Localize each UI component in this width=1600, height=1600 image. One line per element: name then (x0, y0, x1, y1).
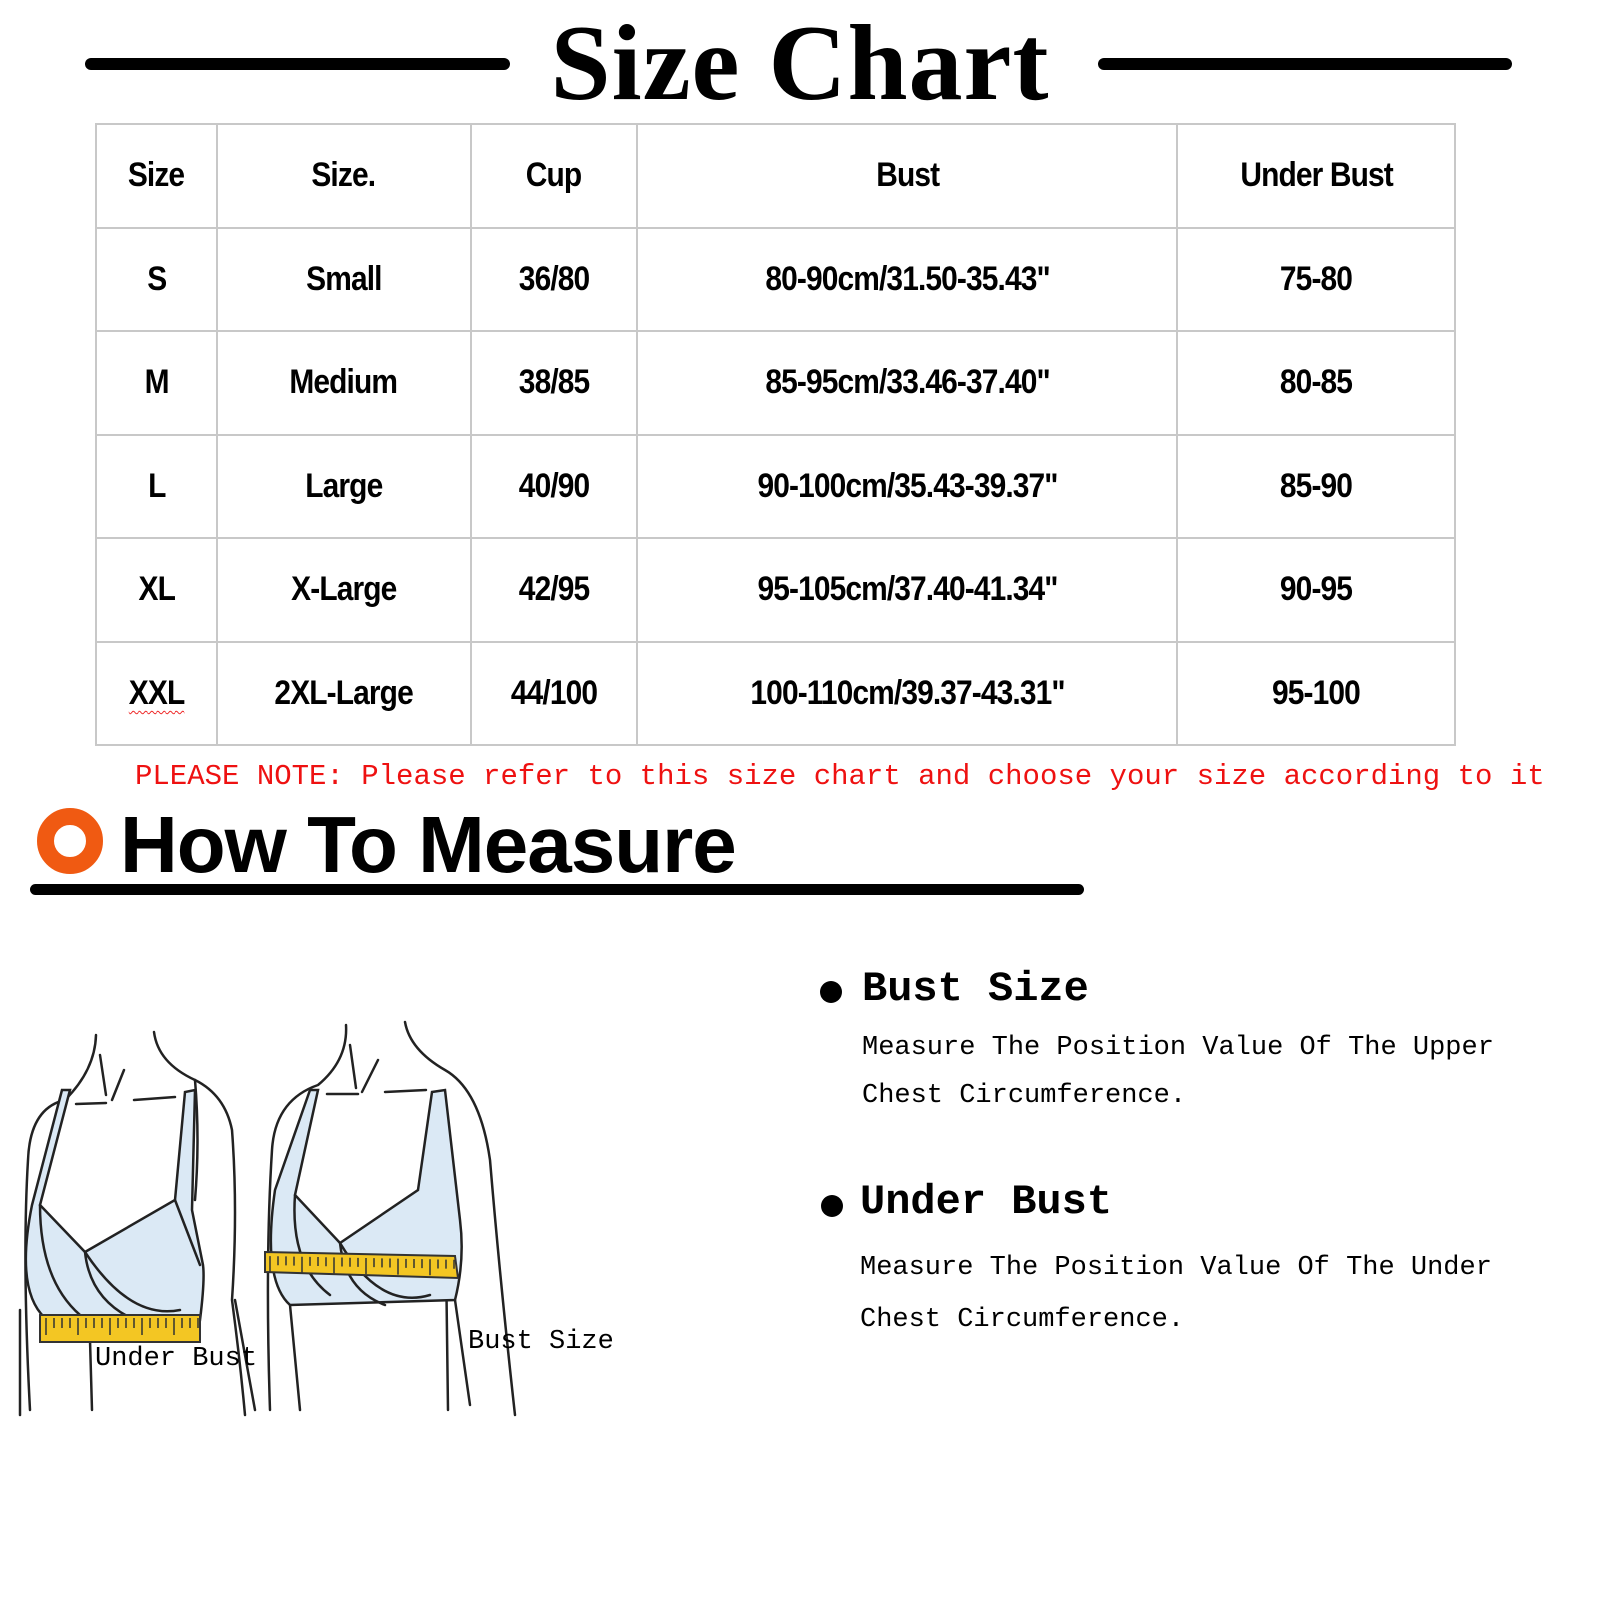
cell-text: XXL (128, 673, 185, 712)
table-cell: 85-95cm/33.46-37.40" (636, 330, 1179, 436)
title-rule-left (85, 58, 510, 70)
header-text: Under Bust (1239, 156, 1393, 195)
cell-text: M (144, 363, 169, 402)
table-cell: Small (215, 226, 472, 332)
figure-bust-size (264, 1020, 517, 1417)
cell-text: Medium (289, 363, 399, 402)
table-cell: 40/90 (469, 433, 639, 539)
bullet-icon (820, 981, 842, 1003)
cell-text: S (146, 259, 167, 298)
please-note: PLEASE NOTE: Please refer to this size c… (135, 760, 1545, 793)
header-text: Size (128, 156, 185, 195)
cell-text: 40/90 (518, 466, 590, 505)
table-cell: 100-110cm/39.37-43.31" (636, 640, 1179, 746)
table-cell: 90-100cm/35.43-39.37" (636, 433, 1179, 539)
cell-text: 2XL-Large (274, 673, 413, 712)
header-text: Cup (526, 156, 582, 195)
cell-text: Large (305, 466, 383, 505)
table-row: S Small 36/80 80-90cm/31.50-35.43" 75-80 (95, 226, 1456, 332)
size-table: Size Size. Cup Bust Under Bust S Small 36/80 80… (95, 123, 1456, 746)
cell-text: 95-100 (1272, 673, 1361, 712)
cell-text: 85-95cm/33.46-37.40" (765, 363, 1050, 402)
header-text: Bust (875, 156, 940, 195)
heading-underline (30, 884, 1084, 895)
cell-text: 44/100 (510, 673, 598, 712)
cell-text: 90-100cm/35.43-39.37" (757, 466, 1058, 505)
column-header: Under Bust (1176, 123, 1456, 229)
cell-text: 90-95 (1280, 570, 1353, 609)
cell-text: 80-85 (1280, 363, 1353, 402)
table-cell: 42/95 (469, 537, 639, 643)
label-bust-size: Bust Size (468, 1327, 614, 1357)
bust-size-desc: Measure The Position Value Of The Upper … (862, 1033, 1494, 1111)
table-cell: 2XL-Large (215, 640, 472, 746)
cell-text: 80-90cm/31.50-35.43" (765, 259, 1050, 298)
table-cell: M (95, 330, 218, 436)
bullet-icon (821, 1195, 843, 1217)
table-cell: 95-100 (1176, 640, 1456, 746)
table-cell: XL (95, 537, 218, 643)
table-header-row: Size Size. Cup Bust Under Bust (95, 123, 1456, 229)
measuring-tape (39, 1314, 201, 1343)
table-cell: X-Large (215, 537, 472, 643)
cell-text: 42/95 (518, 570, 590, 609)
column-header: Bust (636, 123, 1179, 229)
how-to-measure-heading: How To Measure (120, 800, 737, 889)
table-cell: 80-90cm/31.50-35.43" (636, 226, 1179, 332)
table-cell: Large (215, 433, 472, 539)
cell-text: 75-80 (1280, 259, 1353, 298)
table-cell: 95-105cm/37.40-41.34" (636, 537, 1179, 643)
cell-text: 38/85 (518, 363, 590, 402)
column-header: Cup (469, 123, 639, 229)
label-under-bust: Under Bust (95, 1344, 257, 1374)
table-row: M Medium 38/85 85-95cm/33.46-37.40" 80-85 (95, 330, 1456, 436)
table-cell: Medium (215, 330, 472, 436)
under-bust-title: Under Bust (860, 1178, 1113, 1226)
cell-text: XL (138, 570, 175, 609)
table-cell: 80-85 (1176, 330, 1456, 436)
cell-text: L (147, 466, 166, 505)
cell-text: 95-105cm/37.40-41.34" (757, 570, 1058, 609)
table-cell: 38/85 (469, 330, 639, 436)
table-row: L Large 40/90 90-100cm/35.43-39.37" 85-90 (95, 433, 1456, 539)
orange-ring-icon (37, 808, 103, 874)
measuring-tape (264, 1250, 460, 1280)
cell-text: 85-90 (1280, 466, 1353, 505)
page-title: Size Chart (550, 4, 1050, 123)
table-cell: 44/100 (469, 640, 639, 746)
table-row: XXL 2XL-Large 44/100 100-110cm/39.37-43.31"… (95, 640, 1456, 746)
cell-text: 100-110cm/39.37-43.31" (750, 673, 1065, 712)
column-header: Size (95, 123, 218, 229)
under-bust-desc: Measure The Position Value Of The Under … (860, 1253, 1492, 1335)
cell-text: Small (305, 259, 382, 298)
cell-text: 36/80 (518, 259, 590, 298)
table-cell: S (95, 226, 218, 332)
table-cell: 75-80 (1176, 226, 1456, 332)
cell-text: X-Large (291, 570, 397, 609)
column-header: Size. (215, 123, 472, 229)
table-cell: 90-95 (1176, 537, 1456, 643)
table-cell: 36/80 (469, 226, 639, 332)
header-text: Size. (311, 156, 377, 195)
table-cell: 85-90 (1176, 433, 1456, 539)
bust-size-title: Bust Size (862, 965, 1089, 1013)
table-cell: XXL (95, 640, 218, 746)
table-cell: L (95, 433, 218, 539)
table-row: XL X-Large 42/95 95-105cm/37.40-41.34" 90-95 (95, 537, 1456, 643)
measure-illustration: Under Bust Bust Size (18, 1020, 614, 1417)
title-rule-right (1098, 58, 1512, 70)
